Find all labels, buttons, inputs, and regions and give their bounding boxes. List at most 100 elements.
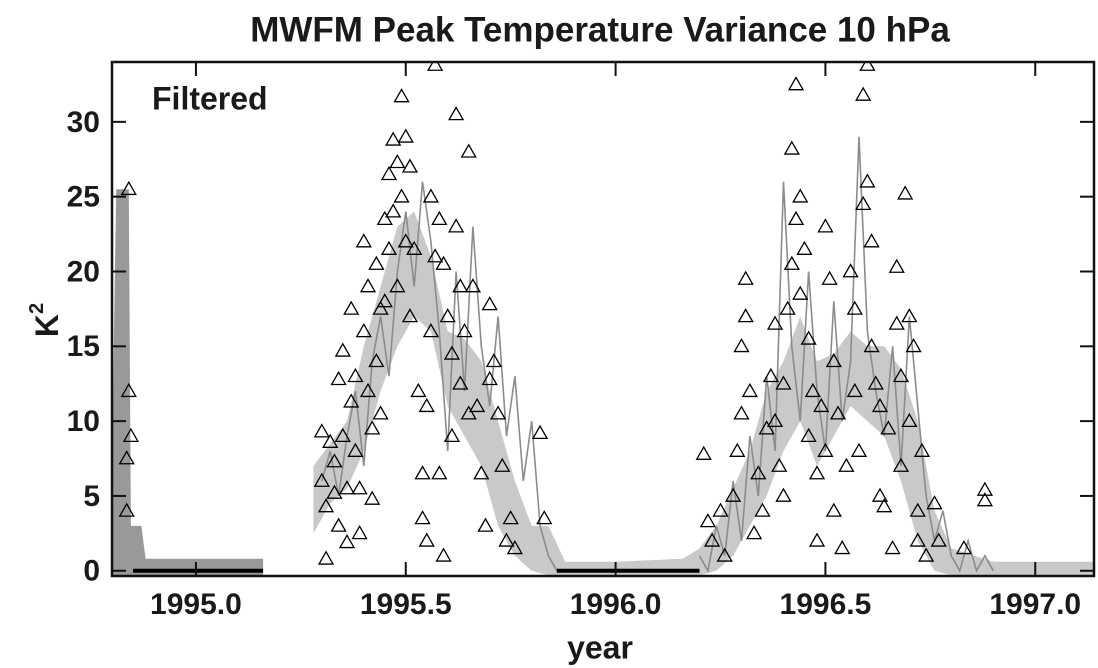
point [489,405,507,420]
point [443,427,461,442]
point [695,445,712,460]
point [338,534,356,549]
y-tick-label: 25 [67,181,100,214]
point [443,345,461,360]
point [343,393,360,408]
point [376,210,393,226]
point [699,513,717,528]
point [775,487,792,502]
y-tick-label: 20 [67,255,100,288]
point [343,300,360,315]
y-tick-label: 5 [83,480,100,513]
point [754,502,771,517]
point [909,532,926,547]
point [447,106,465,121]
point [880,420,897,435]
point [456,323,473,338]
point [846,300,863,315]
point [372,405,389,420]
point [808,532,826,547]
point [976,492,994,507]
point [796,240,813,255]
point [347,367,364,383]
point [330,370,347,386]
point [876,498,893,513]
point [452,278,469,293]
point [737,270,754,285]
x-tick-label: 1996.0 [570,588,662,621]
point [477,517,494,532]
point [884,540,901,555]
point [850,442,868,457]
y-tick-label: 0 [83,555,100,588]
x-tick-label: 1995.0 [150,588,242,621]
point [118,502,135,517]
point [871,487,889,502]
x-tick-label: 1997.0 [989,588,1081,621]
point [829,405,847,420]
point [536,510,553,525]
point [892,457,910,472]
point [401,158,419,173]
x-tick-label: 1995.5 [360,588,452,621]
point [401,308,419,323]
point [326,453,343,468]
point [120,180,137,196]
point [351,525,368,540]
point [783,140,800,155]
point [733,337,750,353]
point [813,397,830,413]
point [888,315,905,330]
point [330,517,347,532]
point [481,296,498,311]
point [338,480,356,495]
point [817,442,834,457]
point [733,405,750,420]
point [955,540,973,555]
point [863,233,880,248]
point [359,382,377,398]
point [460,143,477,158]
point [771,457,788,472]
band [112,189,264,576]
point [414,510,431,525]
point [779,300,796,315]
point [808,465,826,480]
point [422,188,440,203]
annotation: Filtered [152,80,268,116]
point [326,484,343,499]
point [481,370,498,386]
point [385,203,402,218]
point [385,131,402,146]
point [435,255,452,270]
point [901,308,918,323]
point [855,195,872,211]
point [368,255,385,270]
point [435,547,452,562]
point [397,233,414,248]
point [817,218,834,233]
point [414,465,431,480]
axes: 0 5 10 15 20 25 30 1995.0 1995.5 1996.0 1996.5 1997… [67,62,1094,621]
point [792,285,809,300]
point [389,278,406,293]
chart-title: MWFM Peak Temperature Variance 10 hPa [250,10,950,49]
point [464,278,482,293]
point [431,210,448,226]
point [712,502,729,517]
point [729,442,746,457]
point [359,278,377,293]
point [393,88,410,103]
point [792,188,809,203]
point [787,76,805,91]
y-tick-label: 15 [67,330,100,363]
point [834,540,851,555]
point [825,502,842,517]
point [918,547,935,562]
point [855,86,872,101]
point [892,367,910,383]
y-tick-label: 30 [67,106,100,139]
point [745,525,763,540]
point [397,128,414,143]
point [494,457,511,472]
